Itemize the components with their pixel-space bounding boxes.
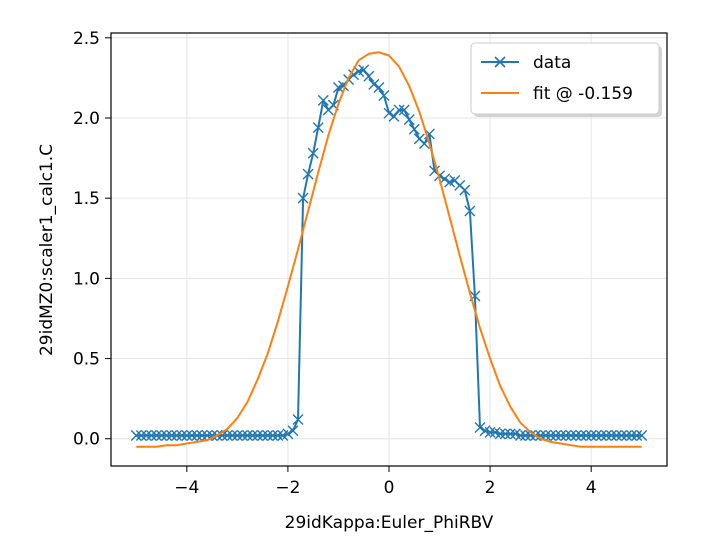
data-point-marker — [145, 430, 157, 442]
data-point-marker — [231, 430, 243, 442]
data-point-marker — [282, 428, 294, 440]
data-point-marker — [605, 430, 617, 442]
data-point-marker — [378, 90, 390, 102]
data-point-marker — [287, 425, 299, 437]
data-point-marker — [383, 107, 395, 119]
ticks: −4 −2 0 2 4 0.0 0.5 1.0 1.5 2.0 2.5 — [73, 29, 597, 498]
data-point-marker — [514, 430, 526, 442]
data-point-marker — [171, 430, 183, 442]
x-tick-label: 2 — [485, 478, 496, 498]
data-point-marker — [621, 430, 633, 442]
data-point-marker — [474, 422, 486, 434]
data-point-marker — [585, 430, 597, 442]
data-point-marker — [545, 430, 557, 442]
data-point-marker — [181, 430, 193, 442]
data-point-marker — [292, 413, 304, 425]
data-point-marker — [610, 430, 622, 442]
data-point-marker — [464, 205, 476, 217]
data-point-marker — [166, 430, 178, 442]
data-point-marker — [302, 168, 314, 180]
data-point-marker — [140, 430, 152, 442]
data-point-marker — [631, 430, 643, 442]
data-point-marker — [150, 430, 162, 442]
data-point-marker — [626, 430, 638, 442]
data-point-marker — [216, 430, 228, 442]
fit-series-line — [136, 51, 642, 448]
x-tick-label: 0 — [384, 478, 395, 498]
series-layer — [130, 51, 648, 448]
y-tick-label: 1.5 — [73, 189, 100, 209]
y-tick-label: 0.5 — [73, 350, 100, 370]
data-point-marker — [403, 114, 415, 126]
y-tick-label: 1.0 — [73, 269, 100, 289]
data-point-marker — [186, 430, 198, 442]
data-point-marker — [388, 110, 400, 122]
x-tick-label: −4 — [174, 478, 199, 498]
data-point-marker — [257, 430, 269, 442]
data-point-marker — [135, 430, 147, 442]
data-point-marker — [580, 430, 592, 442]
data-point-marker — [590, 430, 602, 442]
data-point-marker — [262, 430, 274, 442]
y-tick-label: 2.0 — [73, 109, 100, 129]
data-point-marker — [297, 192, 309, 204]
data-point-marker — [484, 426, 496, 438]
data-point-marker — [565, 430, 577, 442]
y-tick-label: 0.0 — [73, 430, 100, 450]
data-point-marker — [616, 430, 628, 442]
data-point-marker — [368, 78, 380, 90]
data-point-marker — [252, 430, 264, 442]
data-point-marker — [595, 430, 607, 442]
legend-data-label: data — [533, 53, 571, 73]
data-point-marker — [398, 104, 410, 116]
x-tick-label: −2 — [275, 478, 300, 498]
data-point-marker — [226, 430, 238, 442]
data-point-marker — [550, 430, 562, 442]
data-point-marker — [358, 64, 370, 76]
data-point-marker — [600, 430, 612, 442]
data-point-marker — [317, 94, 329, 106]
data-point-marker — [130, 430, 142, 442]
data-point-marker — [348, 69, 360, 81]
data-point-marker — [307, 147, 319, 159]
data-point-marker — [519, 430, 531, 442]
legend-data-marker — [494, 56, 506, 68]
data-point-marker — [176, 430, 188, 442]
data-point-marker — [408, 123, 420, 135]
data-point-marker — [525, 430, 537, 442]
x-axis-label: 29idKappa:Euler_PhiRBV — [285, 513, 494, 533]
data-point-marker — [272, 430, 284, 442]
legend-box — [470, 42, 660, 115]
legend: data fit @ -0.159 — [470, 42, 662, 117]
y-axis-label: 29idMZ0:scaler1_calc1.C — [37, 144, 57, 356]
data-point-marker — [267, 430, 279, 442]
data-point-marker — [373, 82, 385, 94]
data-point-marker — [241, 430, 253, 442]
data-point-marker — [636, 430, 648, 442]
legend-fit-label: fit @ -0.159 — [533, 84, 633, 104]
data-point-marker — [555, 430, 567, 442]
x-tick-label: 4 — [586, 478, 597, 498]
data-point-marker — [312, 122, 324, 134]
data-point-marker — [363, 70, 375, 82]
data-point-marker — [156, 430, 168, 442]
data-point-marker — [236, 430, 248, 442]
data-point-marker — [161, 430, 173, 442]
data-point-marker — [459, 184, 471, 196]
data-point-marker — [247, 430, 259, 442]
y-tick-label: 2.5 — [73, 29, 100, 49]
data-point-marker — [393, 104, 405, 116]
data-point-marker — [191, 430, 203, 442]
data-point-marker — [196, 430, 208, 442]
data-point-marker — [570, 430, 582, 442]
data-point-marker — [575, 430, 587, 442]
data-point-marker — [560, 430, 572, 442]
data-point-marker — [494, 428, 506, 440]
data-point-marker — [504, 428, 516, 440]
data-point-marker — [499, 428, 511, 440]
